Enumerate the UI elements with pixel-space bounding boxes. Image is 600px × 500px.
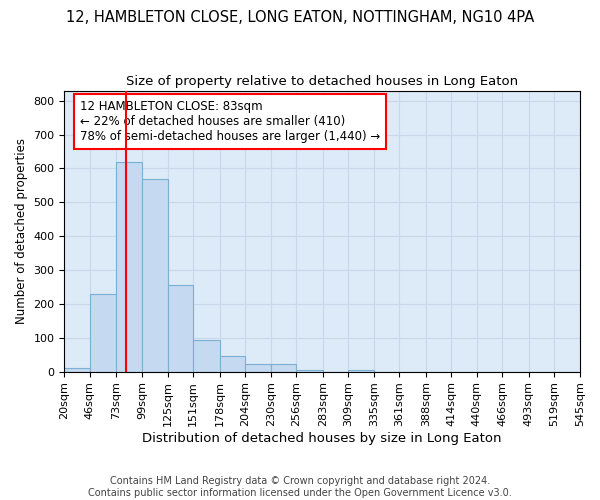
Title: Size of property relative to detached houses in Long Eaton: Size of property relative to detached ho… [126,75,518,88]
X-axis label: Distribution of detached houses by size in Long Eaton: Distribution of detached houses by size … [142,432,502,445]
Bar [193,340,220,372]
Bar [167,286,193,372]
Bar [64,368,90,372]
Text: 12, HAMBLETON CLOSE, LONG EATON, NOTTINGHAM, NG10 4PA: 12, HAMBLETON CLOSE, LONG EATON, NOTTING… [66,10,534,25]
Bar [348,370,374,372]
Bar [116,162,142,372]
Text: 12 HAMBLETON CLOSE: 83sqm
← 22% of detached houses are smaller (410)
78% of semi: 12 HAMBLETON CLOSE: 83sqm ← 22% of detac… [80,100,380,144]
Bar [90,294,116,372]
Bar [142,178,167,372]
Bar [220,356,245,372]
Bar [271,364,296,372]
Bar [245,364,271,372]
Bar [296,370,323,372]
Text: Contains HM Land Registry data © Crown copyright and database right 2024.
Contai: Contains HM Land Registry data © Crown c… [88,476,512,498]
Y-axis label: Number of detached properties: Number of detached properties [15,138,28,324]
